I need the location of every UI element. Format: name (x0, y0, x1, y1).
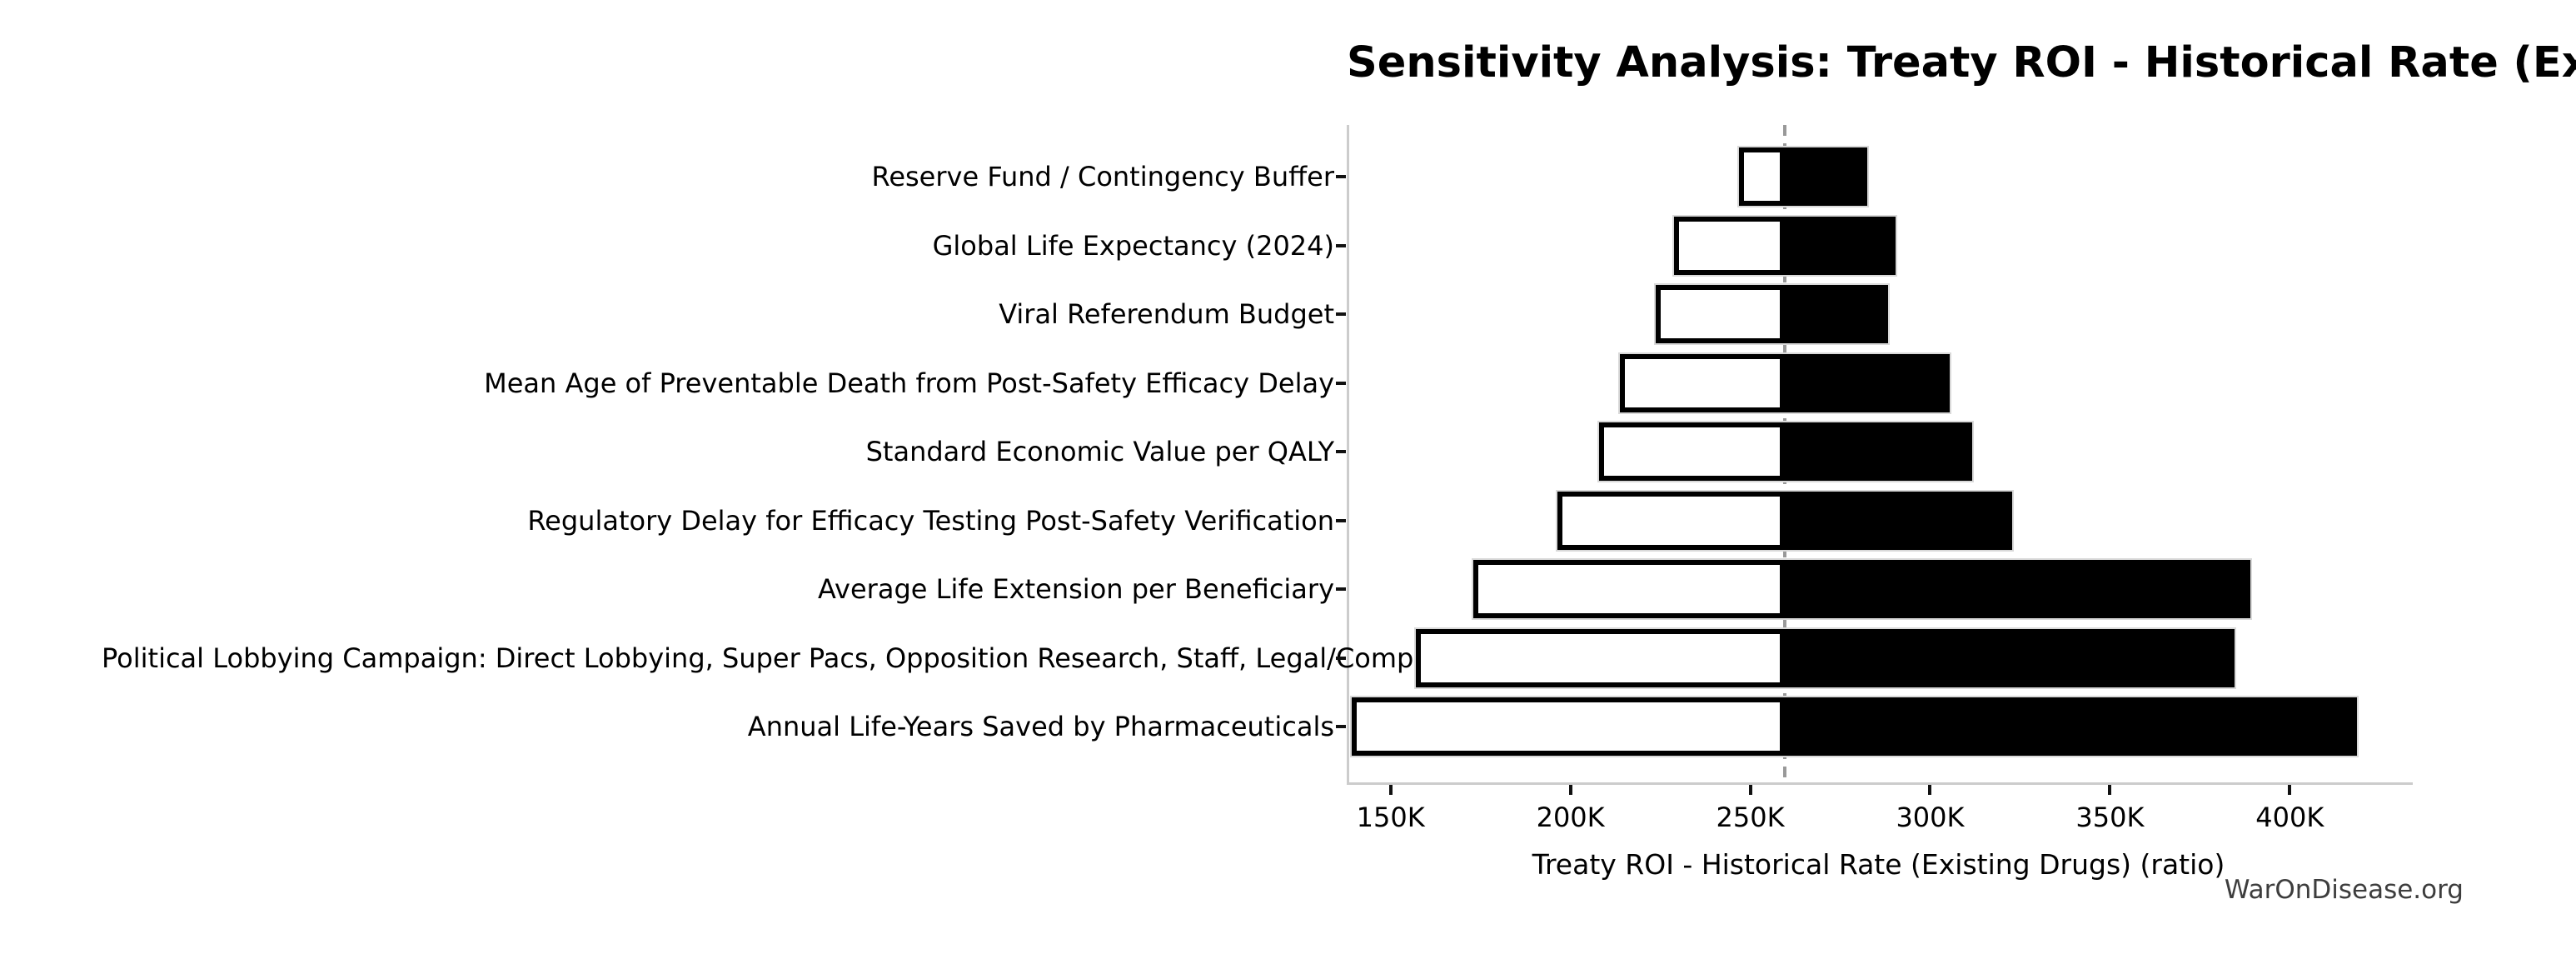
watermark: WarOnDisease.org (2224, 875, 2464, 905)
y-axis-tick (1336, 312, 1346, 316)
x-axis-tick-label: 300K (1896, 802, 1965, 833)
bar-row (1619, 353, 1951, 412)
x-axis-tick (2108, 785, 2112, 795)
x-axis-tick-label: 400K (2255, 802, 2324, 833)
bar-row (1656, 285, 1889, 343)
bar-low-segment (1599, 422, 1785, 481)
y-axis-category-label: Political Lobbying Campaign: Direct Lobb… (102, 642, 1493, 674)
bar-high-segment (1784, 560, 2250, 618)
bar-row (1557, 491, 2013, 550)
y-axis-tick (1336, 381, 1346, 385)
x-axis-tick-label: 350K (2075, 802, 2145, 833)
y-axis-category-label: Mean Age of Preventable Death from Post-… (484, 367, 1334, 399)
y-axis-category-label: Regulatory Delay for Efficacy Testing Po… (527, 504, 1334, 537)
chart-title: Sensitivity Analysis: Treaty ROI - Histo… (1347, 38, 2576, 87)
bar-low-segment (1619, 353, 1785, 412)
x-axis-tick (1928, 785, 1932, 795)
bar-low-segment (1738, 147, 1785, 206)
plot-area (1347, 125, 2413, 785)
x-axis-tick-label: 200K (1536, 802, 1605, 833)
x-axis-tick-label: 250K (1716, 802, 1785, 833)
bar-high-segment (1784, 216, 1896, 275)
y-axis-tick (1336, 243, 1346, 247)
bar-high-segment (1784, 491, 2013, 550)
bar-high-segment (1784, 147, 1867, 206)
bar-high-segment (1784, 353, 1951, 412)
bar-high-segment (1784, 697, 2358, 756)
y-axis-category-label: Viral Referendum Budget (999, 298, 1334, 330)
y-axis-category-label: Annual Life-Years Saved by Pharmaceutica… (747, 711, 1334, 742)
bar-low-segment (1472, 560, 1785, 618)
bar-low-segment (1673, 216, 1785, 275)
y-axis-tick (1336, 450, 1346, 453)
bar-row (1352, 697, 2358, 756)
x-axis-tick (1568, 785, 1572, 795)
bar-high-segment (1784, 628, 2235, 687)
bar-low-segment (1352, 697, 1785, 756)
y-axis-category-label: Standard Economic Value per QALY (865, 436, 1334, 467)
y-axis-tick (1336, 656, 1346, 660)
bar-row (1599, 422, 1972, 481)
bar-low-segment (1656, 285, 1785, 343)
y-axis-tick (1336, 175, 1346, 178)
y-axis-tick (1336, 587, 1346, 591)
y-axis-category-label: Average Life Extension per Beneficiary (818, 573, 1334, 605)
y-axis-tick (1336, 518, 1346, 522)
bar-row (1673, 216, 1896, 275)
x-axis-tick (2288, 785, 2292, 795)
bar-low-segment (1415, 628, 1785, 687)
bar-row (1738, 147, 1867, 206)
x-axis-tick-label: 150K (1356, 802, 1425, 833)
bar-row (1415, 628, 2235, 687)
bar-high-segment (1784, 422, 1972, 481)
y-axis-category-label: Global Life Expectancy (2024) (932, 229, 1334, 262)
x-axis-tick (1388, 785, 1393, 795)
y-axis-category-label: Reserve Fund / Contingency Buffer (871, 161, 1334, 192)
bar-high-segment (1784, 285, 1889, 343)
bar-row (1472, 560, 2250, 618)
bar-low-segment (1557, 491, 1785, 550)
x-axis-tick (1748, 785, 1752, 795)
x-axis-label: Treaty ROI - Historical Rate (Existing D… (1532, 848, 2225, 881)
y-axis-tick (1336, 725, 1346, 728)
